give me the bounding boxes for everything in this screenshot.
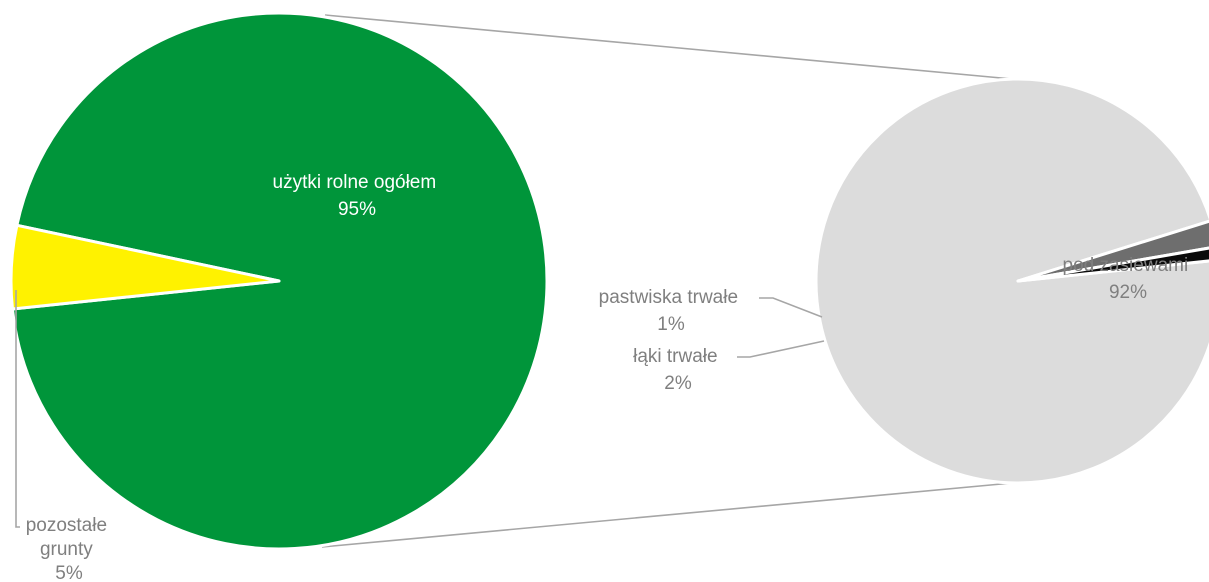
slice-label-pozostale-grunty: pozostałe grunty 5% [26,515,113,582]
slice-label-laki-trwale-percent: 2% [664,373,692,394]
connector-lines [321,14,1013,548]
slice-label-laki-trwale-name: łąki trwałe [633,346,717,367]
slice-label-pozostale-grunty-line1: pozostałe [26,515,107,536]
connector-line-top [324,14,1013,80]
primary-pie [9,11,549,551]
slice-label-pastwiska-trwale: pastwiska trwałe 1% [599,287,744,335]
pie-slice-pod-zasiewami [814,77,1209,485]
secondary-pie [814,77,1209,485]
slice-label-pozostale-grunty-line2: grunty [40,539,93,560]
connector-line-bottom [321,482,1013,548]
leader-line-laki-trwale [737,340,825,358]
slice-label-laki-trwale: łąki trwałe 2% [633,346,723,394]
pie-slice-laki-trwale [1016,219,1209,283]
slice-label-pod-zasiewami-name: pod zasiewami [1063,255,1189,276]
slice-label-pastwiska-trwale-name: pastwiska trwałe [599,287,738,308]
leader-lines [15,290,825,528]
leader-line-pozostale-grunty [15,290,20,528]
slice-label-uzytki-rolne-percent: 95% [338,199,376,220]
slice-label-uzytki-rolne: użytki rolne ogółem 95% [273,172,442,220]
leader-line-pastwiska-trwale [759,297,823,318]
slice-label-pod-zasiewami: pod zasiewami 92% [1063,255,1194,303]
slice-label-pod-zasiewami-percent: 92% [1109,282,1147,303]
slice-label-uzytki-rolne-name: użytki rolne ogółem [273,172,437,193]
slice-label-pozostale-grunty-percent: 5% [55,563,83,582]
slice-label-pastwiska-trwale-percent: 1% [657,314,685,335]
pie-slice-pozostale-grunty [9,223,281,311]
pie-slice-pastwiska-trwale [1016,246,1209,283]
